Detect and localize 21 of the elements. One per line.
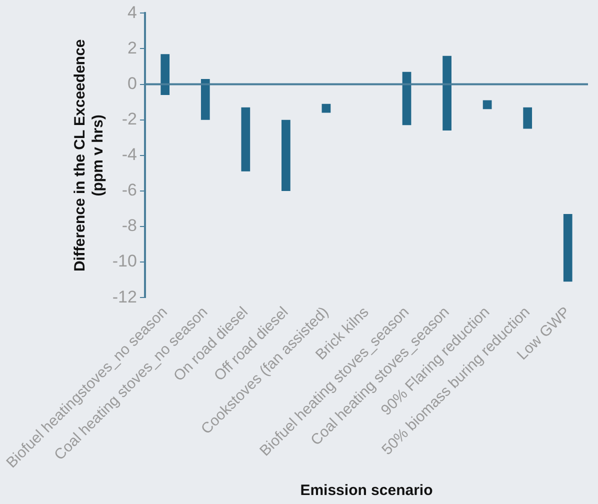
- y-tick-label: -2: [122, 110, 137, 129]
- bar: [442, 56, 452, 131]
- bar: [482, 100, 492, 110]
- bar: [200, 78, 210, 120]
- y-tick-label: 0: [128, 74, 137, 93]
- bar: [402, 72, 412, 126]
- bar: [282, 120, 290, 191]
- y-tick-label: -6: [122, 180, 137, 200]
- y-tick-label: 4: [128, 2, 137, 22]
- y-tick-label: -12: [112, 287, 137, 306]
- bar: [322, 104, 331, 113]
- bar: [241, 107, 250, 172]
- y-tick-label: -8: [122, 216, 137, 236]
- y-axis-title: Difference in the CL Exceedence (ppm v hrs): [72, 39, 107, 272]
- y-tick-label: -10: [112, 252, 137, 271]
- bar: [160, 54, 170, 95]
- y-tick-label: 2: [128, 38, 137, 58]
- bar: [563, 214, 572, 282]
- y-tick-label: -4: [122, 145, 137, 164]
- x-axis-title: Emission scenario: [300, 482, 433, 500]
- bar: [523, 107, 532, 129]
